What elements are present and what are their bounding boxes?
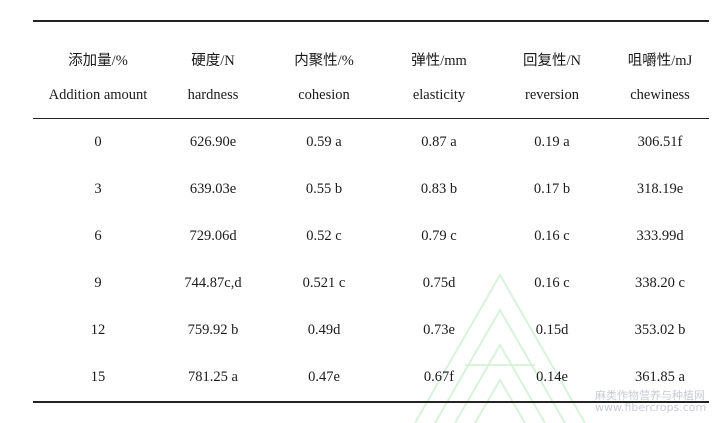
header-hardness-zh: 硬度/N [191,53,235,69]
table-cell: 0.47e [308,369,340,385]
table-cell: 0.49d [307,322,341,338]
table-cell: 0.67f [423,369,455,385]
table-cell: 338.20 c [635,275,685,291]
bottom-rule [33,401,709,403]
data-table-container: 添加量/% 硬度/N 内聚性/% 弹性/mm 回复性/N 咀嚼性/mJ Addi… [33,20,709,403]
header-rule [33,118,709,119]
table-cell: 306.51f [637,134,683,150]
table-cell: 0.73e [423,322,455,338]
table-cell: 3 [94,181,102,197]
header-hardness-en: hardness [187,86,239,103]
watermark-text: 麻类作物营养与种植网 www.fibercrops.com [595,390,706,414]
table-cell: 744.87c,d [184,275,242,291]
table-cell: 15 [90,369,106,385]
table-row: 6 729.06d 0.52 c 0.79 c 0.16 c 333.99d [33,213,709,260]
table-cell: 639.03e [189,181,237,197]
table-cell: 318.19e [636,181,684,197]
table-cell: 0.75d [422,275,456,291]
table-cell: 0.87 a [421,134,457,150]
table-cell: 0.55 b [305,181,343,197]
watermark-line-zh: 麻类作物营养与种植网 [595,389,705,402]
header-cohesion-zh: 内聚性/% [294,53,354,69]
table-cell: 0.52 c [306,228,342,244]
table-cell: 0.17 b [533,181,571,197]
table-cell: 333.99d [636,228,684,244]
table-row: 9 744.87c,d 0.521 c 0.75d 0.16 c 338.20 … [33,260,709,307]
table-cell: 0.16 c [534,228,570,244]
watermark-logo-icon [414,272,586,423]
table-cell: 729.06d [189,228,237,244]
table-cell: 0.14e [536,369,568,385]
table-cell: 0.15d [535,322,569,338]
watermark-line-url: www.fibercrops.com [595,401,707,414]
table-row: 15 781.25 a 0.47e 0.67f 0.14e 361.85 a [33,354,709,401]
table-cell: 353.02 b [634,322,686,338]
table-cell: 0.16 c [534,275,570,291]
table-cell: 0.83 b [420,181,458,197]
header-chewiness-zh: 咀嚼性/mJ [627,53,693,69]
header-reversion-zh: 回复性/N [523,53,581,69]
table-row: 3 639.03e 0.55 b 0.83 b 0.17 b 318.19e [33,166,709,213]
top-rule [33,20,709,22]
header-addition-zh: 添加量/% [68,53,128,69]
header-chewiness-en: chewiness [630,86,690,103]
header-elasticity-zh: 弹性/mm [411,53,467,69]
table-cell: 361.85 a [635,369,685,385]
header-row-chinese: 添加量/% 硬度/N 内聚性/% 弹性/mm 回复性/N 咀嚼性/mJ [33,22,709,72]
table-cell: 12 [90,322,106,338]
table-cell: 0.521 c [302,275,346,291]
texture-properties-table: 添加量/% 硬度/N 内聚性/% 弹性/mm 回复性/N 咀嚼性/mJ Addi… [33,22,709,401]
header-elasticity-en: elasticity [412,86,466,103]
table-cell: 9 [94,275,102,291]
table-row: 0 626.90e 0.59 a 0.87 a 0.19 a 306.51f [33,119,709,166]
table-cell: 626.90e [189,134,237,150]
table-cell: 781.25 a [188,369,238,385]
table-row: 12 759.92 b 0.49d 0.73e 0.15d 353.02 b [33,307,709,354]
table-cell: 0.79 c [421,228,457,244]
table-cell: 0 [94,134,102,150]
header-reversion-en: reversion [525,86,579,103]
table-cell: 0.19 a [534,134,570,150]
table-cell: 759.92 b [187,322,239,338]
header-cohesion-en: cohesion [298,86,350,103]
table-cell: 6 [94,228,102,244]
header-addition-en: Addition amount [48,86,148,103]
header-row-english: Addition amount hardness cohesion elasti… [33,72,709,118]
table-cell: 0.59 a [306,134,342,150]
